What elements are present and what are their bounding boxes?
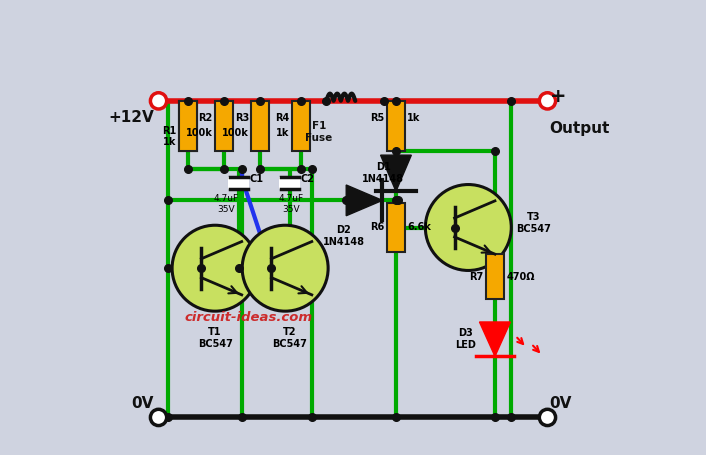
Text: R3: R3 (234, 113, 249, 123)
Text: 4.7uF
35V: 4.7uF 35V (278, 194, 304, 214)
FancyBboxPatch shape (179, 101, 197, 151)
Polygon shape (381, 155, 412, 191)
Text: F1
Fuse: F1 Fuse (306, 121, 333, 143)
Text: T2
BC547: T2 BC547 (273, 327, 307, 349)
Text: Output: Output (550, 121, 610, 136)
FancyBboxPatch shape (280, 177, 300, 189)
Text: +12V: +12V (108, 110, 154, 125)
Text: R7: R7 (469, 272, 484, 282)
Text: +: + (550, 87, 566, 106)
Text: 100k: 100k (222, 128, 249, 138)
FancyBboxPatch shape (179, 101, 197, 151)
Text: 470Ω: 470Ω (506, 272, 534, 282)
Circle shape (150, 410, 167, 425)
Text: D2
1N4148: D2 1N4148 (323, 225, 365, 247)
Circle shape (150, 93, 167, 109)
Circle shape (172, 225, 258, 311)
Text: T1
BC547: T1 BC547 (198, 327, 232, 349)
Text: R6: R6 (371, 222, 385, 233)
Text: 100k: 100k (186, 128, 213, 138)
Text: 0V: 0V (550, 396, 572, 411)
Text: R4: R4 (275, 113, 289, 123)
Text: C2: C2 (301, 174, 315, 184)
FancyBboxPatch shape (486, 254, 504, 299)
Circle shape (242, 225, 328, 311)
Circle shape (539, 410, 556, 425)
Text: R5: R5 (371, 113, 385, 123)
Text: D3
LED: D3 LED (455, 329, 476, 350)
Text: 0V: 0V (131, 396, 154, 411)
Text: 6.6k: 6.6k (407, 222, 431, 233)
Polygon shape (346, 185, 383, 216)
FancyBboxPatch shape (215, 101, 233, 151)
Circle shape (425, 185, 511, 270)
Text: C1: C1 (250, 174, 264, 184)
FancyBboxPatch shape (292, 101, 310, 151)
Text: 1k: 1k (276, 128, 289, 138)
Text: 1k: 1k (163, 137, 176, 147)
FancyBboxPatch shape (387, 101, 405, 151)
Text: T3
BC547: T3 BC547 (516, 212, 551, 234)
FancyBboxPatch shape (251, 101, 269, 151)
Text: circuit-ideas.com: circuit-ideas.com (185, 311, 313, 324)
Circle shape (539, 93, 556, 109)
Text: 4.7uF
35V: 4.7uF 35V (214, 194, 239, 214)
FancyBboxPatch shape (228, 177, 249, 189)
Polygon shape (479, 322, 510, 356)
FancyBboxPatch shape (387, 202, 405, 253)
Text: R2: R2 (198, 113, 213, 123)
Text: 1k: 1k (407, 113, 421, 123)
Text: R1: R1 (162, 126, 176, 136)
Text: D1
1N4148: D1 1N4148 (362, 162, 404, 184)
